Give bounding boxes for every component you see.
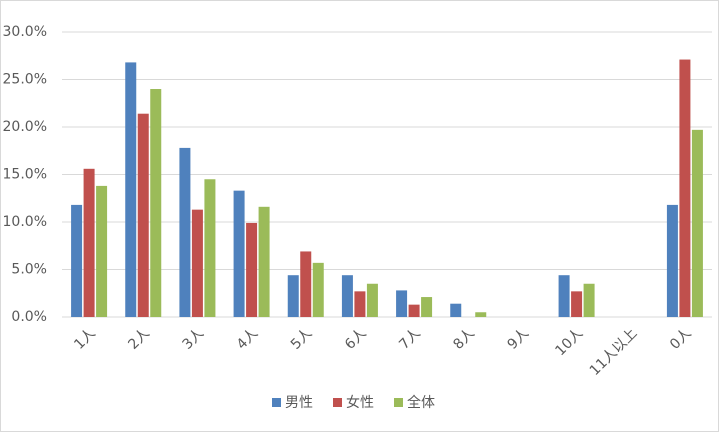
legend-label: 女性 [346, 394, 374, 411]
y-tick-label: 5.0% [11, 262, 47, 278]
bar [137, 113, 149, 317]
bar [583, 283, 595, 317]
y-tick-label: 15.0% [3, 167, 47, 183]
bar [366, 283, 378, 317]
bar [558, 275, 570, 317]
bar [341, 275, 353, 317]
bar [396, 290, 408, 317]
bar [233, 190, 245, 317]
bar [287, 275, 299, 317]
bar [258, 206, 270, 317]
y-tick-label: 0.0% [11, 309, 47, 325]
bar [150, 89, 162, 317]
bar [179, 147, 191, 317]
bar [450, 303, 462, 317]
y-tick-label: 30.0% [3, 24, 47, 40]
bar [691, 129, 703, 317]
bar [666, 204, 678, 317]
bar [571, 291, 583, 317]
bar [354, 291, 366, 317]
bar [246, 222, 258, 317]
legend-swatch [272, 398, 281, 407]
bar [475, 312, 487, 317]
bar [679, 59, 691, 318]
legend-label: 全体 [407, 394, 435, 411]
bar [421, 297, 433, 317]
y-tick-label: 10.0% [3, 214, 47, 230]
bar [204, 179, 216, 317]
bar [300, 251, 312, 317]
legend-swatch [333, 398, 342, 407]
bar [191, 209, 203, 317]
legend-swatch [394, 398, 403, 407]
y-tick-label: 20.0% [3, 119, 47, 135]
bar [125, 62, 137, 318]
bar [96, 185, 108, 317]
bar [71, 204, 83, 317]
bar [312, 262, 324, 317]
bar [408, 304, 420, 317]
y-tick-label: 25.0% [3, 72, 47, 88]
legend-label: 男性 [285, 395, 313, 411]
bar [83, 168, 95, 317]
